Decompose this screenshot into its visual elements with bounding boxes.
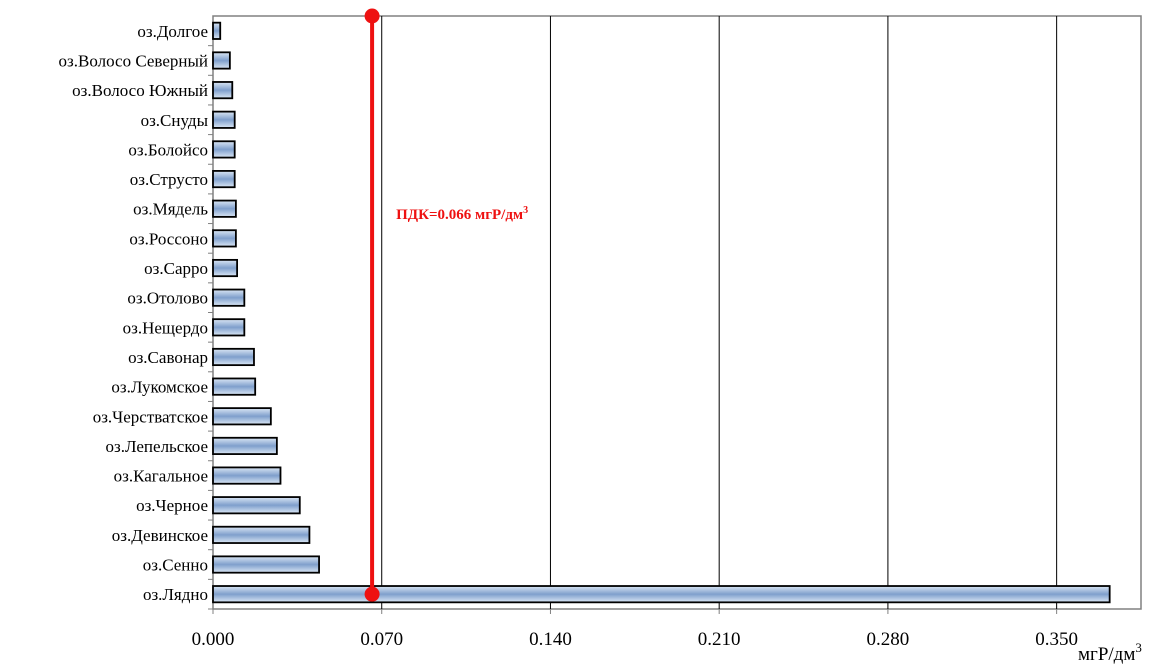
x-tick-label: 0.000 (192, 629, 235, 650)
category-label: оз.Снуды (141, 111, 209, 130)
category-label: оз.Нещердо (123, 318, 208, 337)
bar (212, 258, 239, 278)
plot-area (212, 15, 1142, 610)
reference-marker-top (364, 8, 380, 24)
x-tick-labels: 0.000 0.070 0.140 0.210 0.280 0.350 (192, 629, 1078, 650)
bar (212, 81, 234, 100)
reference-marker-bottom (364, 586, 380, 602)
x-tick-label: 0.350 (1035, 629, 1078, 650)
category-label: оз.Савонар (128, 348, 208, 367)
bar (212, 170, 236, 189)
category-label: оз.Лядно (143, 585, 208, 604)
x-tick-label: 0.280 (867, 629, 910, 650)
x-tick-label: 0.210 (698, 629, 741, 650)
x-unit-text: мгР/дм (1078, 644, 1135, 664)
bar (212, 525, 311, 544)
category-labels: оз.Долгое оз.Волосо Северный оз.Волосо Южн… (59, 22, 209, 604)
category-label: оз.Россоно (129, 229, 208, 248)
bar (212, 21, 222, 40)
category-label: оз.Лепельское (106, 437, 209, 456)
bar (212, 229, 237, 248)
bar (212, 377, 257, 396)
bar (212, 347, 255, 367)
category-label: оз.Черстватское (93, 407, 208, 426)
bar (212, 140, 236, 159)
bar (212, 288, 246, 307)
category-label: оз.Отолово (127, 289, 208, 308)
bar (212, 585, 1111, 604)
reference-line-group: ПДК=0.066 мгР/дм3 (364, 8, 528, 602)
x-tick-label: 0.070 (360, 629, 403, 650)
grid-lines (208, 16, 1058, 614)
x-unit-label: мгР/дм3 (1078, 640, 1142, 664)
category-label: оз.Черное (136, 496, 208, 515)
x-unit-sup: 3 (1135, 640, 1142, 655)
bar (212, 199, 237, 218)
category-label: оз.Кагальное (114, 467, 208, 486)
bar (212, 496, 301, 515)
category-label: оз.Волосо Северный (59, 51, 208, 70)
reference-label-sup: 3 (523, 205, 528, 216)
bar (212, 318, 246, 337)
bar (212, 436, 278, 455)
bar (212, 407, 272, 426)
category-label: оз.Сенно (143, 556, 208, 575)
category-label: оз.Сарро (144, 259, 208, 278)
bar (212, 555, 320, 574)
bars (212, 21, 1111, 604)
reference-label: ПДК=0.066 мгР/дм3 (396, 205, 528, 223)
reference-label-text: ПДК=0.066 мгР/дм (396, 207, 523, 223)
x-tick-label: 0.140 (529, 629, 572, 650)
category-label: оз.Мядель (133, 200, 208, 219)
category-label: оз.Струсто (130, 170, 208, 189)
bar (212, 110, 236, 129)
category-label: оз.Долгое (137, 22, 208, 41)
category-label: оз.Волосо Южный (72, 81, 208, 100)
category-label: оз.Лукомское (111, 378, 208, 397)
category-label: оз.Девинское (112, 526, 208, 545)
bar (212, 51, 231, 70)
category-label: оз.Болойсо (128, 140, 208, 159)
bar (212, 466, 282, 485)
